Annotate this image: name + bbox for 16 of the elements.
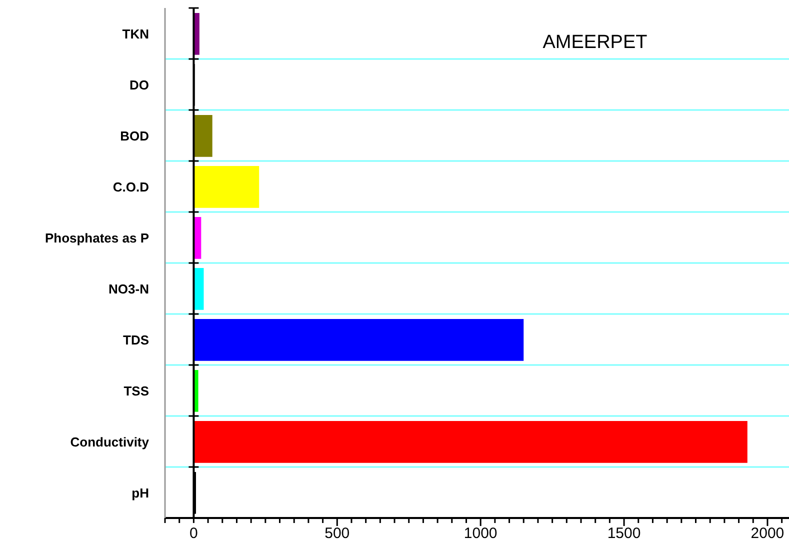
x-tick-label: 1000: [464, 525, 498, 542]
y-tick-label: pH: [132, 486, 149, 500]
x-tick-label: 500: [324, 525, 350, 542]
y-tick-label: Phosphates as P: [44, 230, 150, 246]
y-tick-label: Conductivity: [70, 434, 150, 450]
y-tick-label: TSS: [124, 384, 150, 398]
y-tick-label: TKN: [122, 26, 149, 42]
y-tick-label: BOD: [120, 128, 149, 144]
y-tick-label: DO: [130, 78, 149, 92]
x-tick-label: 2000: [750, 525, 784, 542]
y-tick-label: TDS: [123, 332, 150, 348]
y-tick-label: C.O.D: [112, 180, 149, 194]
x-tick-label: 1500: [607, 525, 641, 542]
text: AMEERPET: [542, 32, 648, 53]
y-tick-label: NO3-N: [108, 282, 149, 296]
x-tick-label: 0: [190, 525, 198, 542]
